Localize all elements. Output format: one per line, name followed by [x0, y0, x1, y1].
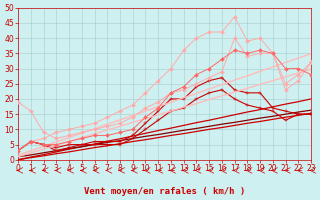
X-axis label: Vent moyen/en rafales ( km/h ): Vent moyen/en rafales ( km/h )	[84, 187, 245, 196]
